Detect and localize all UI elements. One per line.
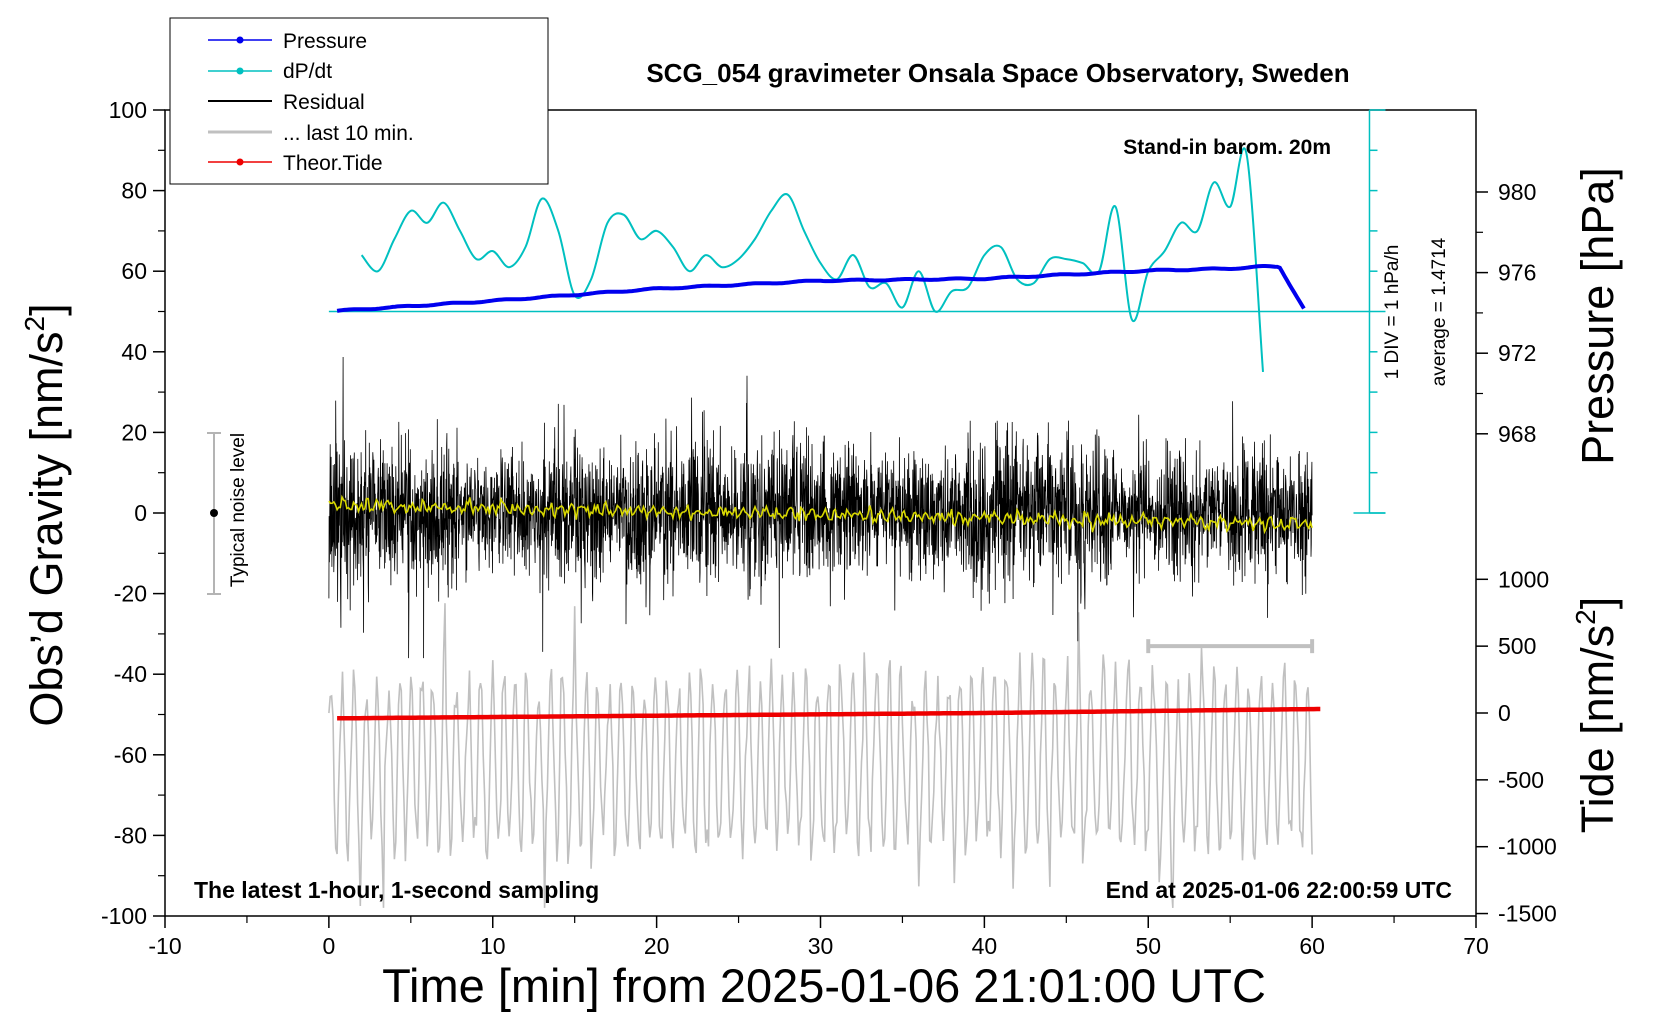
y-tick-label: 100 (109, 97, 147, 123)
legend-label-dpdt: dP/dt (283, 60, 332, 83)
pressure-axis-title: Pressure [hPa] (1572, 167, 1623, 465)
legend-label-last10: ... last 10 min. (283, 122, 414, 145)
y-axis-title-main: Obs’d Gravity [nm/s (21, 332, 72, 727)
tick-layer: -10 0 10 20 30 40 50 60 70100806040200-20-40-60-… (101, 97, 1557, 959)
x-tick-label: 60 (1299, 933, 1325, 959)
y-tick-label: -100 (101, 903, 147, 929)
y-axis-title-close: ] (21, 303, 72, 316)
tide-tick-label: -500 (1498, 767, 1544, 793)
tide-trace (337, 706, 1321, 721)
legend: Pressure dP/dt Residual ... last 10 min.… (169, 17, 549, 185)
pressure-tick-label: 968 (1498, 421, 1536, 447)
legend-label-pressure: Pressure (283, 30, 367, 53)
y-tick-label: 60 (121, 258, 147, 284)
tide-tick-label: -1500 (1498, 901, 1557, 927)
legend-marker-dpdt (236, 67, 244, 75)
y-tick-label: -80 (114, 822, 147, 848)
x-tick-label: 50 (1135, 933, 1161, 959)
dpdt-trace (360, 147, 1264, 372)
legend-marker-tide (236, 158, 244, 166)
tide-axis-title-sup: 2 (1570, 609, 1601, 625)
residual-mean-trace (328, 494, 1313, 535)
legend-label-residual: Residual (283, 91, 365, 114)
pressure-tick-label: 972 (1498, 340, 1536, 366)
tide-axis-title: Tide [nm/s2] (1570, 597, 1623, 833)
legend-label-tide: Theor.Tide (283, 152, 383, 175)
residual-trace (328, 356, 1313, 659)
tide-axis-title-main: Tide [nm/s (1572, 625, 1623, 833)
y-tick-label: -20 (114, 581, 147, 607)
series-layer (328, 147, 1370, 908)
pressure-trace (336, 264, 1306, 313)
annotation-noise: Typical noise level (228, 433, 249, 587)
annotation-div: 1 DIV = 1 hPa/h (1382, 245, 1403, 380)
x-tick-label: 10 (480, 933, 506, 959)
y-tick-label: 40 (121, 339, 147, 365)
tide-axis-title-close: ] (1572, 597, 1623, 610)
pressure-tick-label: 980 (1498, 179, 1536, 205)
tide-tick-label: -1000 (1498, 834, 1557, 860)
noise-bar-dot (210, 509, 218, 517)
y-tick-label: 20 (121, 419, 147, 445)
x-tick-label: -10 (148, 933, 181, 959)
x-tick-label: 40 (972, 933, 998, 959)
y-tick-label: -60 (114, 742, 147, 768)
x-tick-label: 70 (1463, 933, 1489, 959)
annotation-bottom-right: End at 2025-01-06 22:00:59 UTC (1106, 877, 1452, 903)
annotation-average: average = 1.4714 (1429, 237, 1450, 386)
y-axis-title: Obs’d Gravity [nm/s2] (19, 303, 72, 726)
tide-tick-label: 0 (1498, 700, 1511, 726)
x-tick-label: 0 (322, 933, 335, 959)
x-tick-label: 30 (808, 933, 834, 959)
y-tick-label: -40 (114, 661, 147, 687)
y-tick-label: 0 (134, 500, 147, 526)
tide-tick-label: 1000 (1498, 566, 1549, 592)
noise-level-bar (207, 432, 221, 595)
annotation-barometer: Stand-in barom. 20m (1123, 136, 1331, 159)
chart-title: SCG_054 gravimeter Onsala Space Observat… (646, 58, 1349, 88)
y-tick-label: 80 (121, 178, 147, 204)
pressure-tick-label: 976 (1498, 260, 1536, 286)
y-axis-title-sup: 2 (19, 316, 50, 332)
tide-tick-label: 500 (1498, 633, 1536, 659)
x-axis-title: Time [min] from 2025-01-06 21:01:00 UTC (382, 959, 1266, 1012)
x-tick-label: 20 (644, 933, 670, 959)
last10-trace (328, 603, 1313, 908)
legend-marker-pressure (236, 36, 244, 44)
annotation-bottom-left: The latest 1-hour, 1-second sampling (194, 877, 599, 903)
